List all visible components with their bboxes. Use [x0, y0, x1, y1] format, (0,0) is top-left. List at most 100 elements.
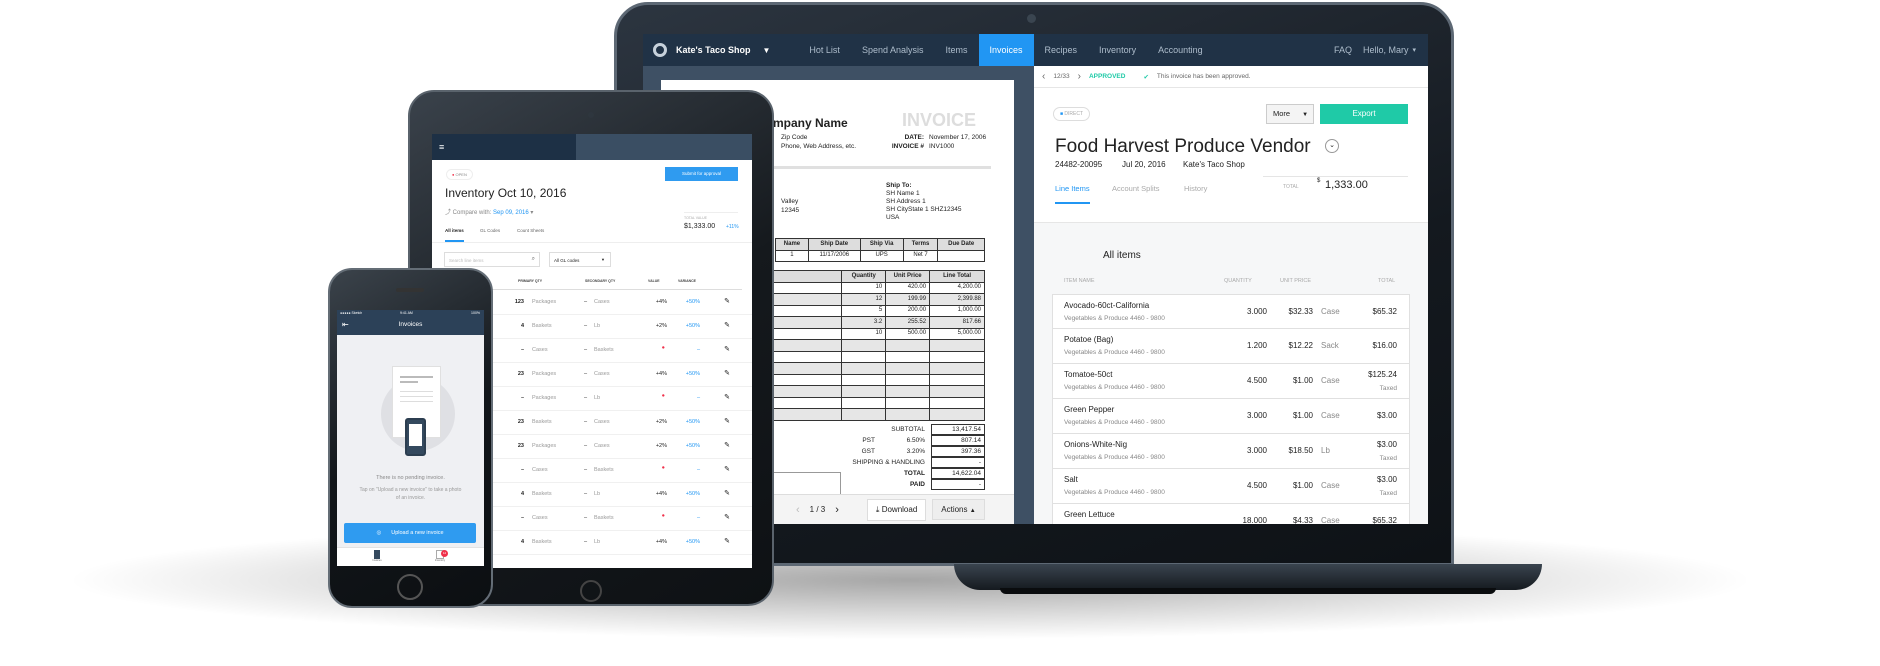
actions-button[interactable]: Actions ▲	[932, 499, 985, 520]
edit-icon[interactable]: ✎	[724, 466, 730, 473]
value-change: +4%	[655, 371, 667, 377]
nav-inventory[interactable]: Inventory	[1099, 45, 1137, 55]
item-unit: Case	[1321, 481, 1340, 490]
line-item-row[interactable]: Green LettuceVegetables & Produce 4460 -…	[1052, 504, 1410, 524]
nav-accounting[interactable]: Accounting	[1158, 45, 1203, 55]
edit-icon[interactable]: ✎	[724, 394, 730, 401]
inventory-row[interactable]: – Cases – Baskets ● – ✎	[432, 507, 752, 531]
inventory-row[interactable]: 23 Packages – Cases +2% +50% ✎	[432, 435, 752, 459]
item-note: Taxed	[1379, 490, 1397, 497]
logo-icon[interactable]	[653, 43, 667, 57]
edit-icon[interactable]: ✎	[724, 346, 730, 353]
inventory-row[interactable]: 23 Packages – Cases +4% +50% ✎	[432, 363, 752, 387]
tab-all-items[interactable]: All items	[445, 228, 464, 242]
status-badge: ● OPEN	[446, 169, 473, 180]
inventory-row[interactable]: 4 Baskets – Lb +2% +50% ✎	[432, 315, 752, 339]
chevron-down-icon[interactable]: ▾	[1412, 47, 1416, 54]
export-button[interactable]: Export	[1320, 104, 1408, 124]
edit-icon[interactable]: ✎	[724, 490, 730, 497]
more-button[interactable]: More ▼	[1266, 104, 1314, 124]
item-total: $3.00	[1376, 440, 1397, 449]
col-variance[interactable]: VARIANCE	[678, 279, 697, 283]
submit-for-approval-button[interactable]: Submit for approval	[665, 167, 738, 181]
nav-items[interactable]: Items	[945, 45, 968, 55]
secondary-unit: Cases	[594, 299, 610, 305]
line-item-row[interactable]: Tomatoe-50ct Vegetables & Produce 4460 - …	[1052, 364, 1410, 399]
nav-recipes[interactable]: Recipes	[1044, 45, 1078, 55]
variance: –	[696, 515, 700, 521]
gl-code-filter[interactable]: All GL codes ▼	[549, 252, 611, 267]
primary-qty: 23	[517, 419, 524, 425]
doc-total-row: SUBTOTAL 13,417.54	[661, 424, 985, 435]
line-item-row[interactable]: Potatoe (Bag) Vegetables & Produce 4460 -…	[1052, 329, 1410, 364]
hamburger-menu-icon[interactable]: ≡	[439, 142, 445, 152]
primary-unit: Packages	[532, 299, 557, 305]
doc-col-header: Quantity	[841, 270, 887, 283]
secondary-unit: Baskets	[594, 515, 614, 521]
back-icon[interactable]: ⇤	[342, 320, 349, 329]
search-input[interactable]: Search line items ⌕	[444, 252, 540, 267]
secondary-qty: –	[584, 371, 588, 377]
line-item-row[interactable]: Salt Vegetables & Produce 4460 - 9800 4.50…	[1052, 469, 1410, 504]
tab-gl-codes[interactable]: GL Codes	[480, 228, 501, 233]
line-item-row[interactable]: Onions-White-Nig Vegetables & Produce 446…	[1052, 434, 1410, 469]
doc-col-header: Line Total	[929, 270, 985, 283]
shop-name[interactable]: Kate's Taco Shop	[676, 45, 751, 55]
edit-icon[interactable]: ✎	[724, 442, 730, 449]
doc-line-cell: 2,399.88	[929, 293, 985, 306]
tab-history[interactable]: History	[1184, 184, 1208, 193]
line-item-row[interactable]: Avocado-60ct-California Vegetables & Prod…	[1052, 294, 1410, 329]
edit-icon[interactable]: ✎	[724, 538, 730, 545]
secondary-qty: –	[584, 395, 588, 401]
doc-line-cell	[929, 396, 985, 409]
chevron-down-icon[interactable]: ▾	[530, 210, 534, 216]
tab-line-items[interactable]: Line Items	[1055, 184, 1090, 204]
prev-invoice-icon[interactable]: ‹	[1042, 71, 1046, 82]
tab-invoices[interactable]: Invoices	[367, 550, 387, 562]
edit-icon[interactable]: ✎	[724, 370, 730, 377]
doc-line-cell	[841, 350, 887, 363]
item-name: Onions-White-Nig	[1064, 440, 1128, 449]
tab-account-splits[interactable]: Account Splits	[1112, 184, 1160, 193]
vendor-dropdown-icon[interactable]: ⌄	[1325, 139, 1339, 153]
primary-qty: 4	[520, 323, 524, 329]
tab-label: Inventory	[434, 559, 446, 562]
line-item-row[interactable]: Green Pepper Vegetables & Produce 4460 - …	[1052, 399, 1410, 434]
nav-hot-list[interactable]: Hot List	[809, 45, 840, 55]
col-secondary-qty[interactable]: SECONDARY QTY	[585, 279, 616, 283]
inventory-row[interactable]: – Cases – Baskets ● – ✎	[432, 459, 752, 483]
edit-icon[interactable]: ✎	[724, 322, 730, 329]
ship-to-label: Ship To:	[886, 182, 912, 189]
nav-spend-analysis[interactable]: Spend Analysis	[861, 45, 924, 55]
edit-icon[interactable]: ✎	[724, 514, 730, 521]
inventory-row[interactable]: 4 Baskets – Lb +4% +50% ✎	[432, 531, 752, 555]
chevron-down-icon[interactable]: ▼	[762, 45, 771, 55]
secondary-qty: –	[584, 347, 588, 353]
actions-label: Actions	[941, 505, 968, 514]
prev-page-icon[interactable]: ‹	[796, 503, 800, 516]
next-invoice-icon[interactable]: ›	[1077, 71, 1081, 82]
inventory-row[interactable]: – Packages – Lb ● – ✎	[432, 387, 752, 411]
next-page-icon[interactable]: ›	[835, 503, 839, 516]
nav-invoices[interactable]: Invoices	[978, 34, 1034, 66]
edit-icon[interactable]: ✎	[724, 298, 730, 305]
nav-faq[interactable]: FAQ	[1333, 45, 1352, 55]
inventory-row[interactable]: 4 Baskets – Lb +4% +50% ✎	[432, 483, 752, 507]
user-menu[interactable]: Hello, Mary	[1362, 45, 1409, 55]
tab-inventory[interactable]: 12 Inventory	[427, 550, 453, 562]
variance: +50%	[685, 491, 700, 497]
primary-unit: Baskets	[532, 419, 552, 425]
tab-count-sheets[interactable]: Count Sheets	[517, 228, 545, 233]
inventory-row[interactable]: – Cases – Baskets ● – ✎	[432, 339, 752, 363]
edit-icon[interactable]: ✎	[724, 418, 730, 425]
item-total: $16.00	[1372, 341, 1397, 350]
inventory-row[interactable]: 123 Packages – Cases +4% +50% ✎	[432, 291, 752, 315]
total-value: 14,622.04	[931, 468, 985, 479]
total-value: 13,417.54	[931, 424, 985, 435]
col-primary-qty[interactable]: PRIMARY QTY	[518, 279, 543, 283]
col-value[interactable]: VALUE	[648, 279, 660, 283]
upload-invoice-button[interactable]: ◎ Upload a new invoice	[344, 523, 476, 543]
inventory-row[interactable]: 23 Baskets – Cases +2% +50% ✎	[432, 411, 752, 435]
compare-date[interactable]: Sep 09, 2016	[493, 210, 529, 216]
download-button[interactable]: ⤓ Download	[866, 498, 927, 521]
